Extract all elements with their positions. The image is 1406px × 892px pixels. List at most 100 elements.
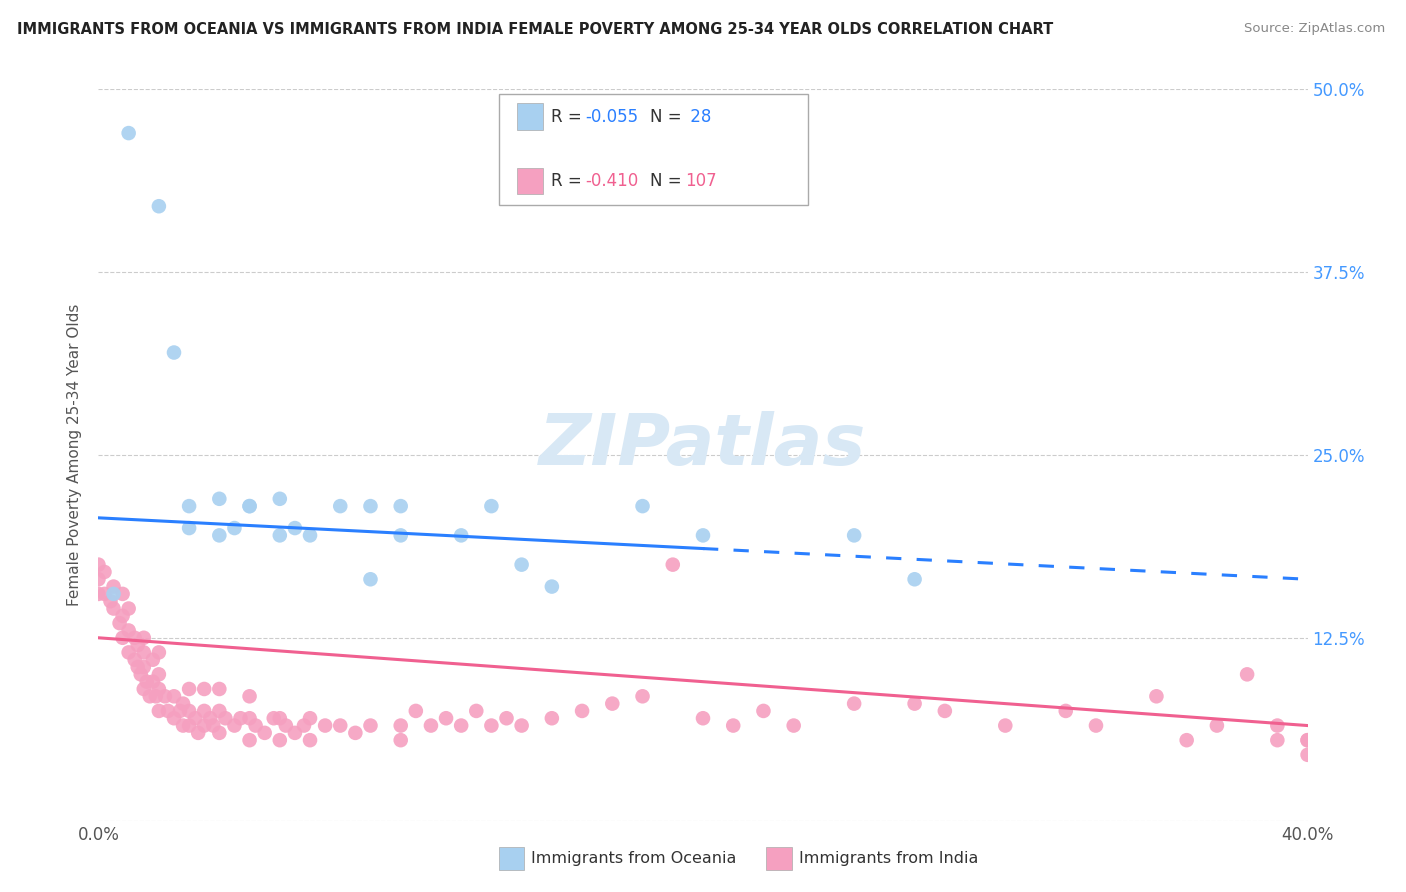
Point (208, 681, 231, 696)
Point (245, 718, 267, 732)
Point (360, 718, 382, 732)
Point (253, 726, 276, 740)
Text: Immigrants from India: Immigrants from India (799, 852, 979, 866)
Point (208, 528, 231, 542)
Point (132, 660, 155, 674)
Point (111, 587, 134, 601)
Point (481, 718, 503, 732)
Point (540, 580, 562, 594)
Point (1054, 704, 1077, 718)
Text: 107: 107 (685, 172, 716, 190)
Text: 28: 28 (685, 108, 711, 126)
Point (103, 601, 125, 615)
Point (187, 726, 209, 740)
Point (934, 704, 956, 718)
Point (994, 718, 1017, 732)
Point (465, 704, 488, 718)
Point (540, 711, 562, 725)
Point (193, 718, 215, 732)
Point (118, 645, 141, 659)
Point (224, 718, 246, 732)
Point (239, 711, 262, 725)
Point (510, 718, 533, 732)
Point (783, 718, 806, 732)
Point (135, 674, 157, 689)
Point (179, 499, 201, 513)
Point (163, 690, 186, 704)
Point (118, 126, 141, 140)
Point (132, 645, 155, 659)
Point (103, 587, 125, 601)
Point (269, 711, 291, 725)
Text: -0.055: -0.055 (585, 108, 638, 126)
Point (1267, 718, 1289, 732)
Point (208, 704, 231, 718)
Point (148, 667, 170, 681)
Point (179, 681, 201, 696)
Point (450, 718, 472, 732)
Point (434, 711, 457, 725)
Point (229, 711, 252, 725)
Point (214, 711, 236, 725)
Point (142, 653, 165, 667)
Point (100, 594, 122, 608)
Point (904, 572, 927, 586)
Point (329, 718, 352, 732)
Point (631, 690, 654, 704)
Point (1236, 667, 1258, 681)
Point (224, 521, 246, 535)
Point (103, 580, 125, 594)
Point (571, 704, 593, 718)
Point (631, 499, 654, 513)
Point (139, 690, 162, 704)
Text: Source: ZipAtlas.com: Source: ZipAtlas.com (1244, 22, 1385, 36)
Point (93, 565, 115, 579)
Point (108, 616, 131, 631)
Point (263, 711, 285, 725)
Point (124, 653, 146, 667)
Point (692, 528, 714, 542)
Point (1296, 733, 1319, 747)
Point (239, 499, 262, 513)
Point (360, 572, 382, 586)
Text: Immigrants from Oceania: Immigrants from Oceania (531, 852, 737, 866)
Point (420, 718, 443, 732)
Point (124, 631, 146, 645)
Point (1144, 690, 1167, 704)
Point (193, 704, 215, 718)
Point (1085, 718, 1108, 732)
Point (844, 528, 866, 542)
Text: IMMIGRANTS FROM OCEANIA VS IMMIGRANTS FROM INDIA FEMALE POVERTY AMONG 25-34 YEAR: IMMIGRANTS FROM OCEANIA VS IMMIGRANTS FR… (17, 22, 1053, 37)
Point (344, 726, 367, 740)
Text: N =: N = (650, 108, 686, 126)
Point (299, 711, 322, 725)
Point (389, 733, 412, 747)
Point (269, 733, 291, 747)
Text: R =: R = (551, 108, 588, 126)
Point (752, 704, 775, 718)
Point (87, 558, 110, 572)
Point (127, 660, 149, 674)
Point (156, 704, 179, 718)
Point (389, 718, 412, 732)
Point (360, 499, 382, 513)
Point (202, 718, 225, 732)
Point (169, 704, 191, 718)
Point (148, 645, 170, 659)
Point (329, 499, 352, 513)
Point (129, 667, 152, 681)
Point (148, 681, 170, 696)
Point (111, 608, 134, 623)
Point (132, 681, 155, 696)
Point (111, 631, 134, 645)
Point (132, 631, 155, 645)
Point (314, 718, 336, 732)
Point (495, 711, 517, 725)
Point (269, 528, 291, 542)
Point (510, 558, 533, 572)
Point (450, 528, 472, 542)
Point (1296, 733, 1319, 747)
Point (193, 681, 215, 696)
Point (239, 499, 262, 513)
Point (127, 638, 149, 652)
